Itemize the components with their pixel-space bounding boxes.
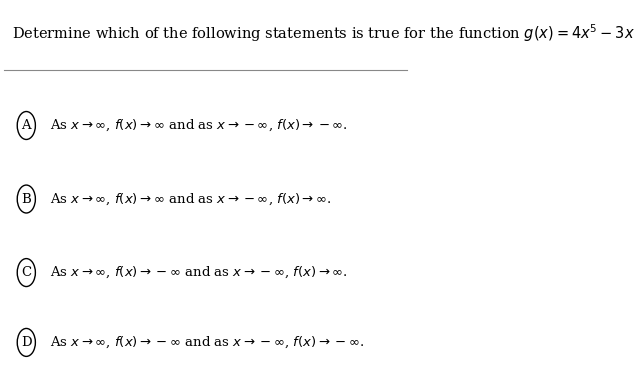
Text: Determine which of the following statements is true for the function $g(x) = 4x^: Determine which of the following stateme…: [12, 23, 634, 44]
Text: C: C: [22, 266, 31, 279]
Text: As $x \rightarrow \infty$, $f(x) \rightarrow \infty$ and as $x \rightarrow -\inf: As $x \rightarrow \infty$, $f(x) \righta…: [51, 191, 332, 207]
Text: As $x \rightarrow \infty$, $f(x) \rightarrow -\infty$ and as $x \rightarrow -\in: As $x \rightarrow \infty$, $f(x) \righta…: [51, 335, 365, 350]
Text: As $x \rightarrow \infty$, $f(x) \rightarrow \infty$ and as $x \rightarrow -\inf: As $x \rightarrow \infty$, $f(x) \righta…: [51, 118, 348, 133]
Text: As $x \rightarrow \infty$, $f(x) \rightarrow -\infty$ and as $x \rightarrow -\in: As $x \rightarrow \infty$, $f(x) \righta…: [51, 265, 348, 280]
Text: A: A: [22, 119, 31, 132]
Text: B: B: [22, 193, 31, 206]
Text: D: D: [21, 336, 32, 349]
